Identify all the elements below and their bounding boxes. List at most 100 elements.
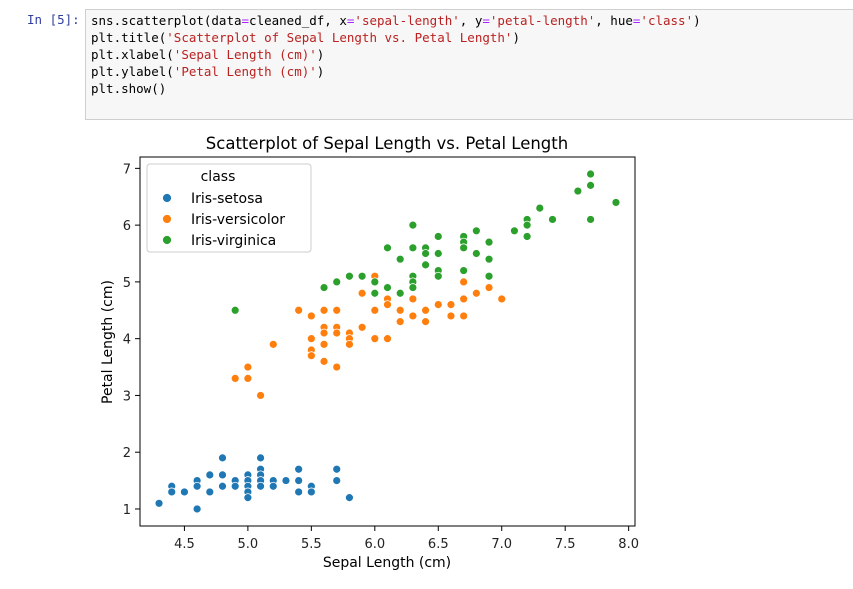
data-point: [484, 237, 494, 247]
data-point: [586, 180, 595, 190]
data-point: [421, 249, 430, 258]
data-point: [573, 186, 583, 196]
data-point: [205, 470, 215, 480]
data-point: [484, 254, 494, 264]
data-point: [180, 487, 189, 497]
data-point: [459, 311, 469, 321]
legend-marker: [162, 214, 172, 224]
data-point: [319, 305, 329, 315]
data-point: [471, 288, 481, 298]
data-point: [230, 373, 240, 383]
code-token: sns.scatterplot(data: [91, 13, 242, 28]
x-tick-label: 6.0: [364, 537, 385, 552]
code-token: =: [346, 13, 355, 28]
data-point: [383, 334, 392, 344]
legend: class Iris-setosa Iris-versicolor Iris-vir…: [146, 163, 312, 253]
data-point: [345, 271, 354, 281]
data-point: [459, 277, 469, 287]
x-tick-label: 6.5: [428, 537, 449, 552]
data-point: [294, 487, 304, 497]
code-token: =: [241, 13, 250, 28]
data-point: [256, 391, 265, 400]
data-point: [306, 351, 316, 361]
data-point: [243, 373, 253, 383]
data-point: [408, 283, 418, 292]
data-point: [497, 294, 507, 304]
data-point: [319, 356, 329, 366]
code-token: 'Scatterplot of Sepal Length vs. Petal L…: [166, 30, 513, 45]
code-line: plt.title('Scatterplot of Sepal Length v…: [91, 29, 701, 46]
code-token: ): [316, 47, 325, 62]
data-point: [268, 481, 278, 491]
data-point: [306, 311, 316, 321]
data-point: [395, 254, 405, 264]
data-point: [294, 305, 304, 315]
data-point: [332, 476, 342, 485]
data-point: [484, 283, 494, 292]
x-tick-label: 8.0: [618, 537, 639, 552]
y-tick-label: 4: [123, 333, 131, 348]
data-point: [306, 334, 316, 344]
data-point: [357, 322, 367, 332]
data-point: [395, 305, 405, 315]
data-point: [535, 203, 545, 213]
data-point: [243, 493, 253, 503]
series-iris-virginica: [230, 169, 621, 315]
y-tick-label: 7: [123, 162, 131, 177]
data-point: [256, 481, 265, 491]
code-editor[interactable]: sns.scatterplot(data=cleaned_df, x='sepa…: [91, 12, 701, 97]
data-point: [421, 317, 430, 327]
data-point: [548, 215, 557, 224]
data-point: [319, 339, 329, 349]
data-point: [510, 226, 519, 236]
legend-box: [146, 163, 312, 253]
code-token: 'petal-length': [489, 13, 596, 28]
data-point: [230, 481, 240, 491]
data-point: [370, 277, 380, 287]
code-token: 'sepal-length': [354, 13, 460, 28]
data-point: [395, 317, 405, 327]
code-token: , hue: [595, 13, 633, 28]
data-point: [446, 311, 456, 321]
code-cell[interactable]: sns.scatterplot(data=cleaned_df, x='sepa…: [85, 9, 853, 120]
data-point: [586, 215, 595, 224]
cell-prompt: In [5]:: [27, 12, 80, 27]
data-point: [281, 476, 291, 485]
data-point: [306, 487, 316, 497]
x-tick-label: 4.5: [174, 537, 195, 552]
data-point: [345, 339, 354, 349]
data-point: [522, 232, 532, 241]
data-point: [459, 294, 469, 304]
data-point: [383, 283, 392, 292]
data-point: [395, 288, 405, 298]
code-token: 'Sepal Length (cm)': [173, 47, 317, 62]
code-token: =: [482, 13, 490, 28]
data-point: [154, 498, 164, 508]
data-point: [332, 328, 342, 338]
data-point: [611, 198, 621, 207]
y-tick-label: 5: [123, 276, 131, 291]
y-tick-label: 1: [123, 503, 131, 518]
legend-entry: Iris-virginica: [191, 233, 276, 249]
data-point: [192, 504, 202, 514]
data-point: [357, 271, 367, 281]
data-point: [319, 328, 329, 338]
data-point: [459, 266, 469, 275]
code-line: plt.xlabel('Sepal Length (cm)'): [91, 46, 701, 63]
data-point: [218, 470, 227, 480]
code-line: plt.show(): [91, 80, 701, 97]
data-point: [433, 232, 443, 241]
x-tick-label: 7.5: [555, 537, 576, 552]
data-point: [332, 305, 342, 315]
code-line: sns.scatterplot(data=cleaned_df, x='sepa…: [91, 12, 701, 29]
data-point: [332, 464, 342, 474]
x-tick-label: 5.5: [301, 537, 322, 552]
y-axis-label: Petal Length (cm): [100, 280, 116, 404]
data-point: [408, 243, 418, 253]
y-tick-label: 6: [123, 219, 131, 234]
data-point: [433, 249, 443, 258]
legend-entry: Iris-setosa: [191, 191, 263, 207]
data-point: [332, 277, 342, 287]
code-token: ): [693, 13, 701, 28]
y-tick-label: 2: [123, 446, 131, 461]
